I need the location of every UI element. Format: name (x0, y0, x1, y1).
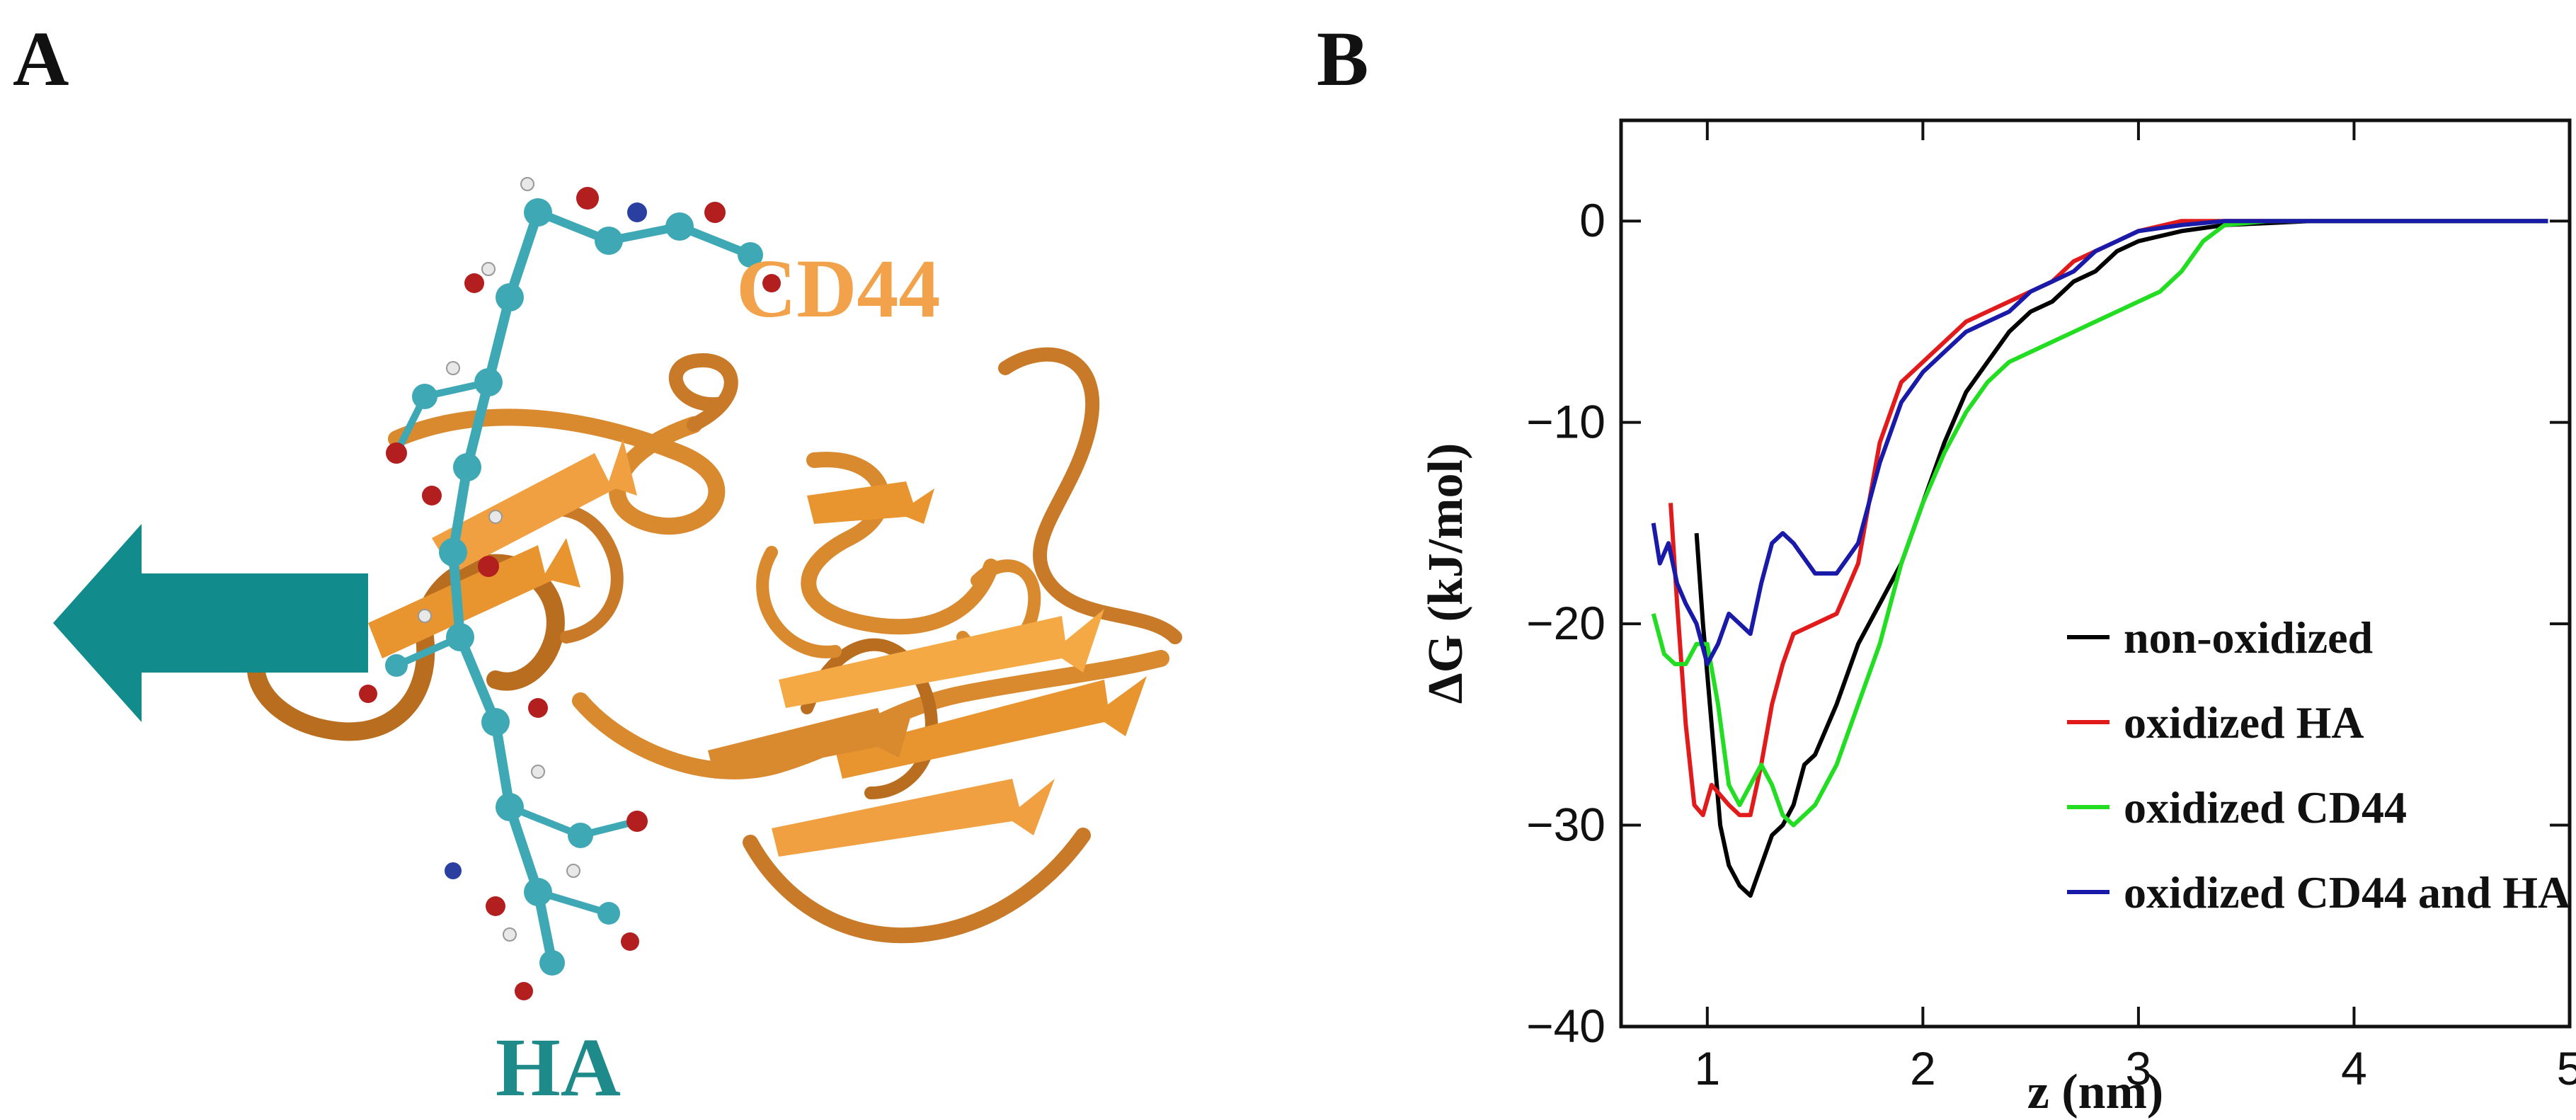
legend-label: oxidized CD44 (2124, 782, 2407, 833)
series-line-oxidized-cd44 (1651, 219, 2548, 828)
cd44-label: CD44 (736, 242, 941, 335)
y-tick-label: −10 (1526, 396, 1605, 448)
y-axis-ticks: 0 −10 −20 −30 −40 (1526, 194, 2570, 1052)
legend-label: oxidized CD44 and HA (2124, 867, 2570, 918)
pull-direction-arrow (53, 524, 368, 722)
x-tick-label: 1 (1694, 1042, 1720, 1095)
panel-label-b: B (1317, 16, 1369, 102)
x-tick-label: 2 (1910, 1042, 1936, 1095)
molecule-rendering (53, 177, 1182, 1000)
y-tick-label: 0 (1579, 194, 1605, 246)
y-tick-label: −20 (1526, 597, 1605, 649)
series-line-oxidized-cd44-and-ha (1651, 219, 2548, 666)
x-tick-label: 3 (2126, 1042, 2152, 1095)
legend-label: non-oxidized (2124, 612, 2373, 663)
x-tick-label: 5 (2557, 1042, 2576, 1095)
series-lines (1651, 219, 2548, 898)
legend: non-oxidized oxidized HA oxidized CD44 oxid… (2067, 612, 2570, 918)
panel-label-a: A (13, 16, 69, 102)
series-line-non-oxidized (1694, 219, 2548, 898)
plot-frame (1619, 118, 2572, 1029)
y-tick-label: −40 (1526, 1000, 1605, 1052)
y-axis-title: ΔG (kJ/mol) (1419, 443, 1473, 704)
ha-ligand-chain (359, 177, 781, 1000)
cd44-beta-strands (368, 439, 1147, 857)
ha-label: HA (496, 1021, 621, 1114)
x-tick-label: 4 (2341, 1042, 2367, 1095)
legend-label: oxidized HA (2124, 697, 2364, 748)
x-axis-ticks: 1 2 3 4 5 (1694, 120, 2576, 1095)
x-axis-title: z (nm) (2027, 1065, 2163, 1119)
y-tick-label: −30 (1526, 799, 1605, 851)
series-line-oxidized-ha (1668, 219, 2548, 818)
